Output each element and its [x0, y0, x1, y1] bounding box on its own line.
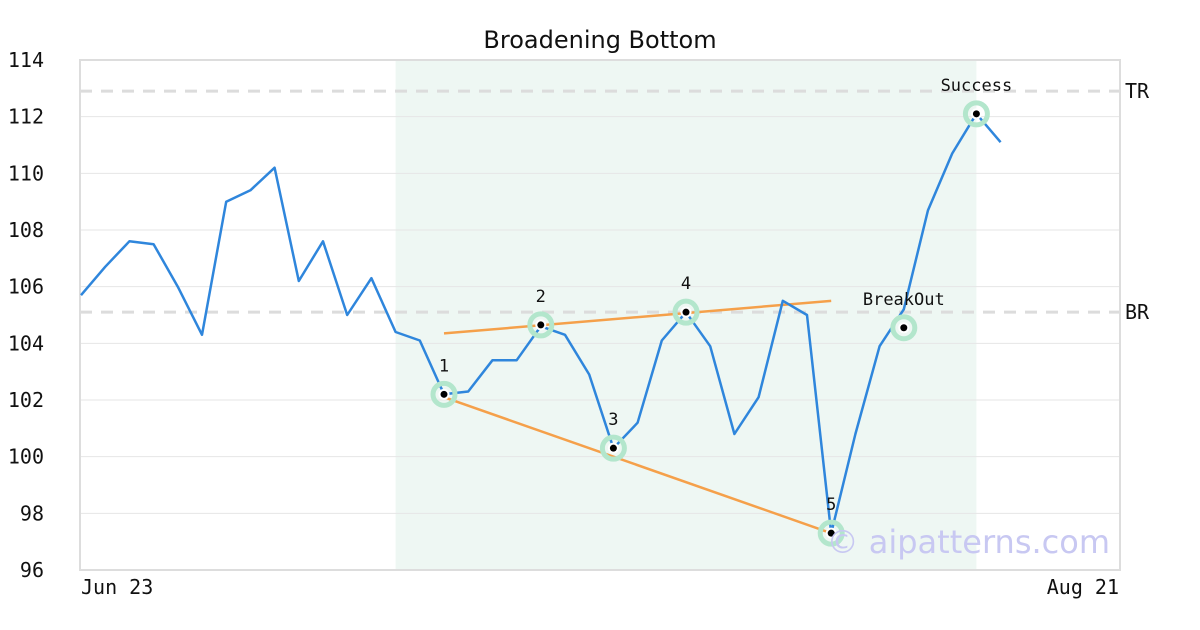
pivot-label: 2 [536, 287, 546, 307]
y-tick-label: 98 [20, 501, 44, 525]
pivot-point [609, 444, 617, 452]
points-layer: 1 2 3 4 5 BreakOut Success [430, 76, 1013, 547]
y-tick-label: 96 [20, 558, 44, 582]
trendline [443, 395, 832, 535]
pivot-point [537, 321, 545, 329]
pivot-point [440, 390, 448, 398]
y-tick-label: 108 [8, 218, 44, 242]
y-tick-label: 104 [8, 331, 44, 355]
x-tick-label: Jun 23 [81, 575, 153, 599]
pivot-label: 1 [439, 356, 449, 376]
pivot-halo [599, 434, 627, 462]
y-tick-label: 106 [8, 275, 44, 299]
pivot-point [972, 110, 980, 118]
chart-title: Broadening Bottom [483, 26, 716, 54]
pivot-halo [527, 311, 555, 339]
y-tick-label: 114 [8, 48, 44, 72]
pivot-point [827, 529, 835, 537]
level-label: BR [1125, 300, 1150, 324]
y-tick-label: 102 [8, 388, 44, 412]
y-tick-label: 110 [8, 161, 44, 185]
levels-layer: TR BR [80, 79, 1150, 324]
pivot-halo [817, 519, 845, 547]
pivot-label: Success [941, 76, 1013, 96]
x-axis-ticks: Jun 23 Aug 21 [81, 575, 1119, 599]
watermark: © aipatterns.com [827, 523, 1110, 561]
pivot-label: BreakOut [863, 290, 945, 310]
pivot-label: 5 [826, 495, 836, 515]
pivot-label: 4 [681, 274, 691, 294]
pivot-point [682, 308, 690, 316]
pivot-point [900, 324, 908, 332]
pivot-label: 3 [608, 410, 618, 430]
pivot-halo [430, 380, 458, 408]
pivot-halo [962, 100, 990, 128]
y-axis-ticks: 96 98 100 102 104 106 108 110 112 114 [8, 48, 44, 582]
x-tick-label: Aug 21 [1047, 575, 1119, 599]
plot-frame [79, 59, 1121, 571]
y-tick-label: 100 [8, 445, 44, 469]
trendline [443, 299, 832, 335]
pivot-halo [672, 298, 700, 326]
gridlines-layer [80, 116, 1120, 514]
y-tick-label: 112 [8, 105, 44, 129]
pivot-halo [890, 314, 918, 342]
trendlines-layer [443, 299, 832, 535]
level-label: TR [1125, 79, 1150, 103]
